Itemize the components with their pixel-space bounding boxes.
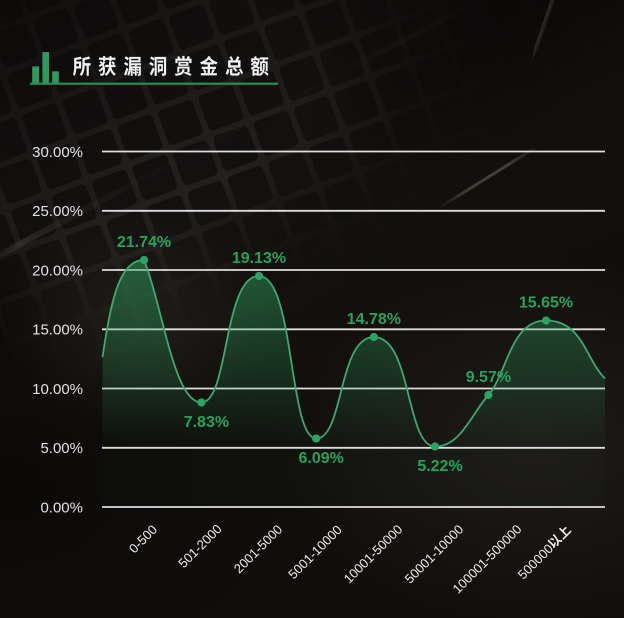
svg-text:19.13%: 19.13% xyxy=(232,250,286,267)
svg-text:9.57%: 9.57% xyxy=(466,369,511,386)
svg-text:30.00%: 30.00% xyxy=(32,144,83,161)
svg-text:5.00%: 5.00% xyxy=(40,440,83,457)
svg-text:7.83%: 7.83% xyxy=(184,414,229,431)
svg-text:5.22%: 5.22% xyxy=(417,458,462,475)
svg-text:14.78%: 14.78% xyxy=(347,311,401,328)
svg-text:0.00%: 0.00% xyxy=(40,499,83,516)
svg-text:15.65%: 15.65% xyxy=(519,295,573,312)
svg-text:21.74%: 21.74% xyxy=(117,234,171,251)
svg-text:15.00%: 15.00% xyxy=(32,322,83,339)
svg-text:20.00%: 20.00% xyxy=(32,262,83,279)
svg-text:6.09%: 6.09% xyxy=(299,450,344,467)
svg-text:10.00%: 10.00% xyxy=(32,381,83,398)
svg-text:25.00%: 25.00% xyxy=(32,203,83,220)
